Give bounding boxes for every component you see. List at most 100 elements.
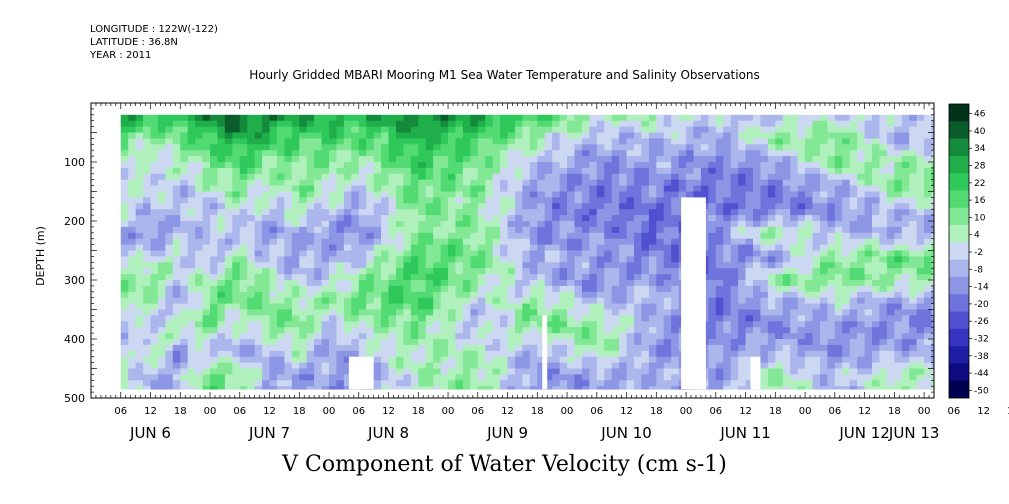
heatmap-cell [730, 344, 739, 352]
heatmap-cell [790, 344, 799, 352]
heatmap-cell [485, 256, 494, 263]
heatmap-cell [648, 256, 657, 263]
heatmap-cell [708, 226, 717, 234]
heatmap-cell [797, 262, 806, 269]
heatmap-cell [559, 232, 568, 240]
heatmap-cell [782, 226, 791, 234]
heatmap-cell [440, 303, 449, 310]
heatmap-cell [544, 238, 553, 245]
heatmap-cell [909, 156, 918, 163]
heatmap-cell [812, 321, 821, 328]
heatmap-cell [455, 156, 464, 163]
heatmap-cell [187, 209, 196, 216]
heatmap-cell [306, 315, 315, 322]
heatmap-cell [857, 315, 865, 322]
heatmap-cell [514, 315, 523, 322]
heatmap-cell [909, 162, 918, 169]
heatmap-cell [596, 191, 605, 198]
heatmap-cell [358, 327, 367, 334]
heatmap-cell [262, 226, 270, 234]
heatmap-cell [388, 132, 397, 139]
heatmap-cell [128, 191, 137, 198]
heatmap-cell [284, 309, 293, 316]
heatmap-cell [842, 197, 851, 204]
heatmap-cell [723, 138, 732, 145]
heatmap-cell [857, 238, 865, 245]
heatmap-cell [314, 309, 322, 316]
heatmap-cell [611, 238, 620, 245]
heatmap-cell [745, 126, 754, 133]
heatmap-cell [864, 274, 873, 281]
heatmap-cell [723, 232, 732, 240]
heatmap-cell [135, 350, 144, 358]
heatmap-cell [418, 356, 427, 363]
heatmap-cell [217, 203, 226, 210]
heatmap-cell [120, 333, 129, 340]
heatmap-cell [827, 250, 836, 257]
heatmap-cell [232, 280, 241, 287]
heatmap-cell [589, 150, 598, 157]
heatmap-cell [381, 173, 389, 181]
heatmap-cell [358, 333, 367, 340]
heatmap-cell [738, 244, 746, 251]
heatmap-cell [247, 339, 256, 346]
heatmap-cell [611, 114, 620, 122]
heatmap-cell [336, 309, 345, 316]
heatmap-cell [537, 156, 546, 163]
heatmap-cell [842, 232, 851, 240]
heatmap-cell [700, 114, 709, 122]
heatmap-cell [574, 150, 583, 157]
heatmap-cell [120, 285, 129, 293]
heatmap-cell [715, 250, 724, 257]
heatmap-cell [128, 126, 137, 133]
heatmap-cell [373, 386, 382, 390]
heatmap-cell [574, 262, 583, 269]
heatmap-cell [663, 280, 672, 287]
heatmap-cell [120, 321, 129, 328]
heatmap-cell [567, 132, 575, 139]
heatmap-cell [552, 280, 561, 287]
heatmap-cell [299, 150, 308, 157]
heatmap-cell [329, 162, 337, 169]
heatmap-cell [574, 268, 583, 275]
heatmap-cell [753, 150, 761, 157]
heatmap-cell [834, 238, 843, 245]
heatmap-cell [581, 215, 590, 222]
heatmap-cell [165, 339, 174, 346]
heatmap-cell [224, 197, 233, 204]
heatmap-cell [537, 138, 546, 145]
heatmap-cell [544, 285, 553, 293]
heatmap-cell [195, 291, 203, 299]
heatmap-cell [388, 150, 397, 157]
heatmap-cell [276, 221, 285, 228]
heatmap-cell [410, 197, 419, 204]
heatmap-cell [626, 380, 635, 387]
heatmap-cell [544, 262, 553, 269]
heatmap-cell [291, 132, 300, 139]
heatmap-cell [157, 132, 166, 139]
heatmap-cell [544, 268, 553, 275]
heatmap-cell [217, 374, 226, 381]
heatmap-cell [165, 150, 174, 157]
heatmap-cell [819, 268, 828, 275]
heatmap-cell [782, 221, 791, 228]
heatmap-cell [120, 262, 129, 269]
heatmap-cell [343, 191, 352, 198]
heatmap-cell [358, 280, 367, 287]
heatmap-cell [886, 344, 895, 352]
heatmap-cell [351, 274, 360, 281]
heatmap-cell [165, 333, 174, 340]
heatmap-cell [611, 156, 620, 163]
heatmap-cell [485, 368, 494, 375]
heatmap-cell [202, 197, 211, 204]
heatmap-cell [135, 144, 144, 151]
heatmap-cell [135, 126, 144, 133]
heatmap-cell [886, 138, 895, 145]
heatmap-cell [247, 380, 256, 387]
heatmap-cell [529, 262, 538, 269]
heatmap-cell [172, 162, 181, 169]
heatmap-cell [395, 368, 404, 375]
heatmap-cell [849, 285, 858, 293]
heatmap-cell [462, 203, 471, 210]
heatmap-cell [790, 226, 799, 234]
